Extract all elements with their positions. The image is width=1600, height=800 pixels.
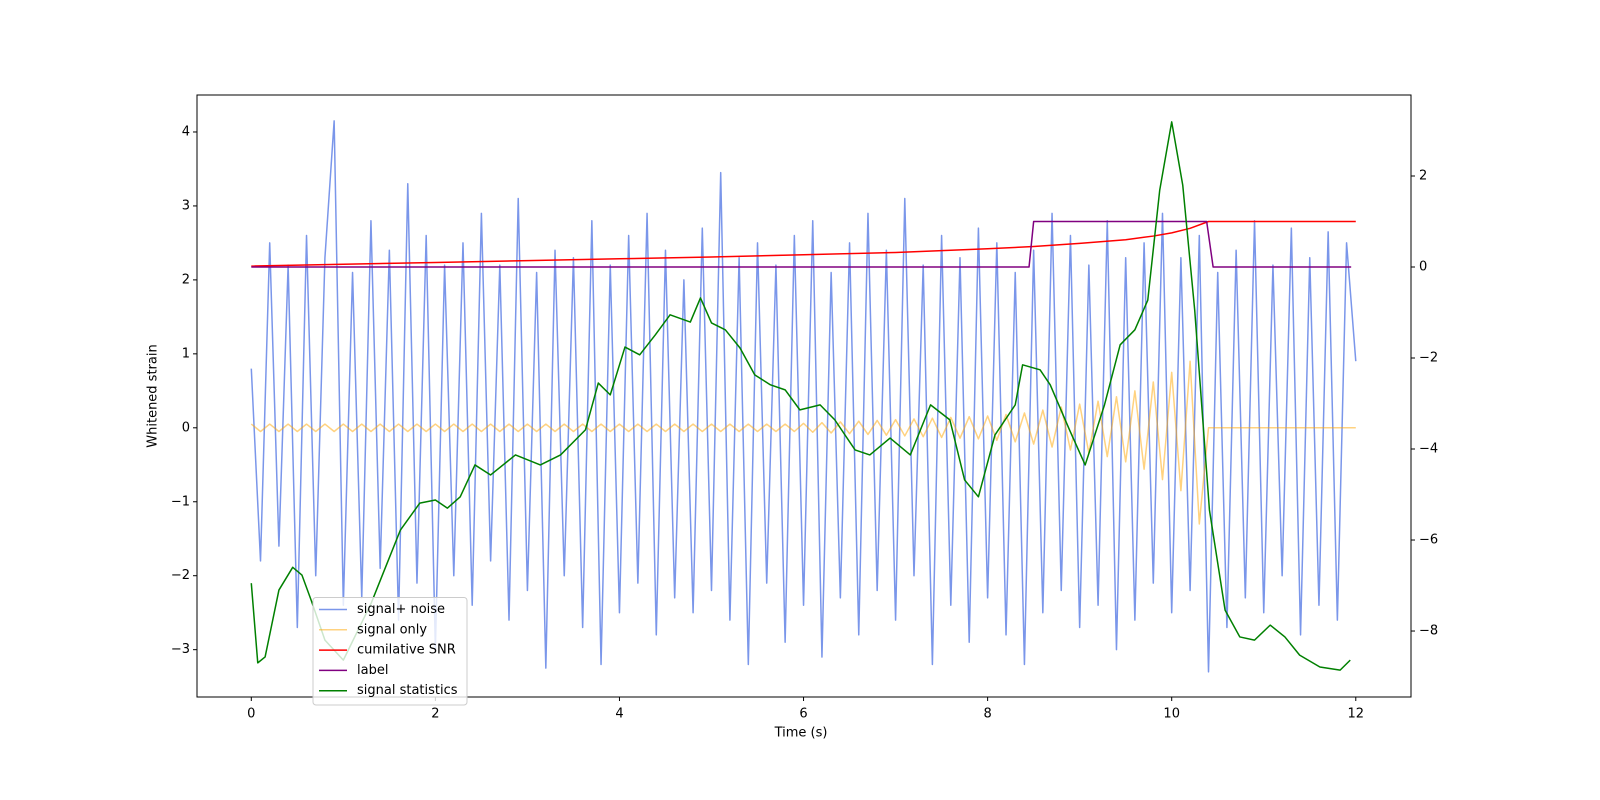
y2-tick-label: 2: [1419, 168, 1427, 183]
y2-tick-label: −6: [1419, 533, 1438, 548]
series-line: [251, 220, 1352, 268]
y2-tick-label: −2: [1419, 351, 1438, 366]
y-tick-label: 4: [182, 124, 190, 139]
legend-label: signal only: [357, 622, 427, 637]
x-tick-label: 12: [1348, 707, 1365, 722]
legend-box: [312, 597, 468, 706]
y-tick-label: −2: [171, 568, 190, 583]
series-line: [250, 360, 1356, 525]
legend-label: cumilative SNR: [357, 643, 456, 658]
legend-label: label: [357, 663, 388, 678]
y2-tick-label: −8: [1419, 624, 1438, 639]
x-tick-label: 2: [431, 707, 439, 722]
legend-label: signal+ noise: [357, 602, 445, 617]
y-tick-label: 1: [182, 346, 190, 361]
legend-label: signal statistics: [357, 683, 458, 698]
y-tick-label: −1: [171, 494, 190, 509]
x-tick-label: 0: [247, 707, 255, 722]
series-line: [250, 120, 1357, 673]
x-tick-label: 10: [1163, 707, 1180, 722]
series-line: [251, 220, 1356, 267]
y-tick-label: 0: [182, 420, 190, 435]
x-axis-label: Time (s): [774, 726, 828, 741]
x-tick-label: 6: [799, 707, 807, 722]
x-tick-label: 4: [615, 707, 623, 722]
series-line: [250, 121, 1351, 671]
x-tick-label: 8: [983, 707, 991, 722]
y-tick-label: −3: [171, 642, 190, 657]
y-tick-label: 2: [182, 272, 190, 287]
y-tick-label: 3: [182, 198, 190, 213]
y2-tick-label: 0: [1419, 260, 1427, 275]
y-axis-label: Whitened strain: [146, 344, 161, 447]
legend: signal+ noise signal only cumilative SNR la…: [312, 597, 468, 706]
y2-tick-label: −4: [1419, 442, 1438, 457]
